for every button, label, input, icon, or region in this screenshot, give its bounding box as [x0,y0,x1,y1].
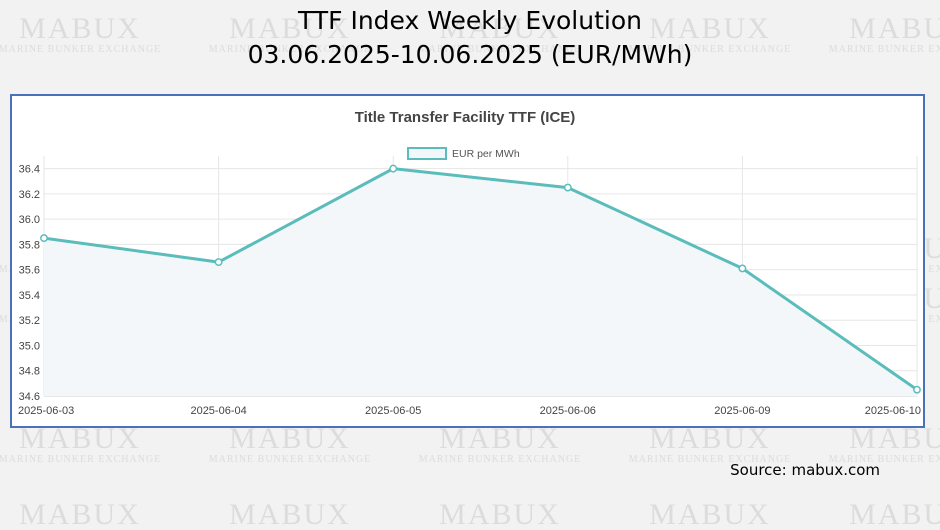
legend-swatch [407,147,447,160]
y-tick-label: 36.0 [19,214,40,226]
watermark-tagline: MARINE BUNKER EXCHANGE [628,454,792,465]
y-tick-label: 35.0 [19,340,40,352]
chart-frame: Title Transfer Facility TTF (ICE) EUR pe… [10,94,925,428]
data-point[interactable] [40,234,48,243]
x-tick-label: 2025-06-05 [365,405,421,417]
watermark-brand: MABUX [649,422,771,455]
watermark-brand: MABUX [849,12,940,45]
watermark-brand: MABUX [649,498,771,530]
watermark-brand: MABUX [229,498,351,530]
data-point[interactable] [738,264,747,273]
watermark-brand: MABUX [229,422,351,455]
data-point[interactable] [389,164,398,173]
watermark-tagline: MARINE BUNKER EXCHANGE [828,454,940,465]
watermark-brand: MABUX [439,422,561,455]
source-label: Source: mabux.com [730,461,880,479]
watermark-brand: MABUX [439,498,561,530]
x-tick-label: 2025-06-06 [540,405,596,417]
y-tick-label: 34.6 [19,391,40,403]
watermark-brand: MABUX [439,12,561,45]
y-tick-label: 35.4 [19,290,40,302]
slide-title-line1: TTF Index Weekly Evolution [298,6,642,35]
series-line [43,167,918,391]
watermark-tagline: MARINE BUNKER EXCHANGE [208,44,372,55]
data-point[interactable] [214,258,223,267]
data-point[interactable] [913,385,921,394]
watermark-tagline: MARINE BUNKER EXCHANGE [418,44,582,55]
y-tick-label: 34.8 [19,366,40,378]
watermark-brand: MABUX [849,498,940,530]
y-tick-label: 36.4 [19,164,40,176]
x-tick-label: 2025-06-04 [190,405,246,417]
y-tick-label: 35.2 [19,315,40,327]
watermark-tagline: MARINE BUNKER EXCHANGE [828,44,940,55]
data-point[interactable] [563,183,572,192]
y-tick-label: 35.6 [19,265,40,277]
legend-label: EUR per MWh [452,148,520,160]
watermark-tagline: MARINE BUNKER EXCHANGE [0,454,162,465]
watermark-brand: MABUX [19,498,141,530]
x-tick-label: 2025-06-10 [865,405,921,417]
slide-title: TTF Index Weekly Evolution 03.06.2025-10… [0,4,940,72]
watermark-tagline: MARINE BUNKER EXCHANGE [208,454,372,465]
x-tick-label: 2025-06-09 [714,405,770,417]
watermark-tagline: MARINE BUNKER EXCHANGE [628,44,792,55]
ttf-line-chart: Title Transfer Facility TTF (ICE) EUR pe… [18,109,921,417]
watermark-tagline: MARINE BUNKER EXCHANGE [0,44,162,55]
slide-title-line2: 03.06.2025-10.06.2025 (EUR/MWh) [247,40,693,69]
watermark-brand: MABUX [849,422,940,455]
y-tick-label: 35.8 [19,239,40,251]
chart-legend: EUR per MWh [407,147,520,160]
y-tick-label: 36.2 [19,189,40,201]
watermark-tagline: MARINE BUNKER EXCHANGE [418,454,582,465]
watermark-brand: MABUX [19,422,141,455]
series-area [44,168,917,396]
watermark-brand: MABUX [229,12,351,45]
chart-title: Title Transfer Facility TTF (ICE) [355,109,576,126]
watermark-brand: MABUX [19,12,141,45]
x-tick-label: 2025-06-03 [18,405,74,417]
watermark-brand: MABUX [649,12,771,45]
